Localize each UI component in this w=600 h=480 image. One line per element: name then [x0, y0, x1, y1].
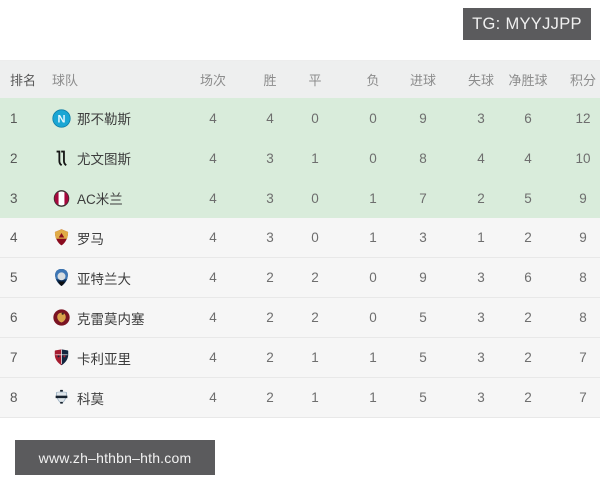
svg-text:N: N: [57, 113, 65, 125]
